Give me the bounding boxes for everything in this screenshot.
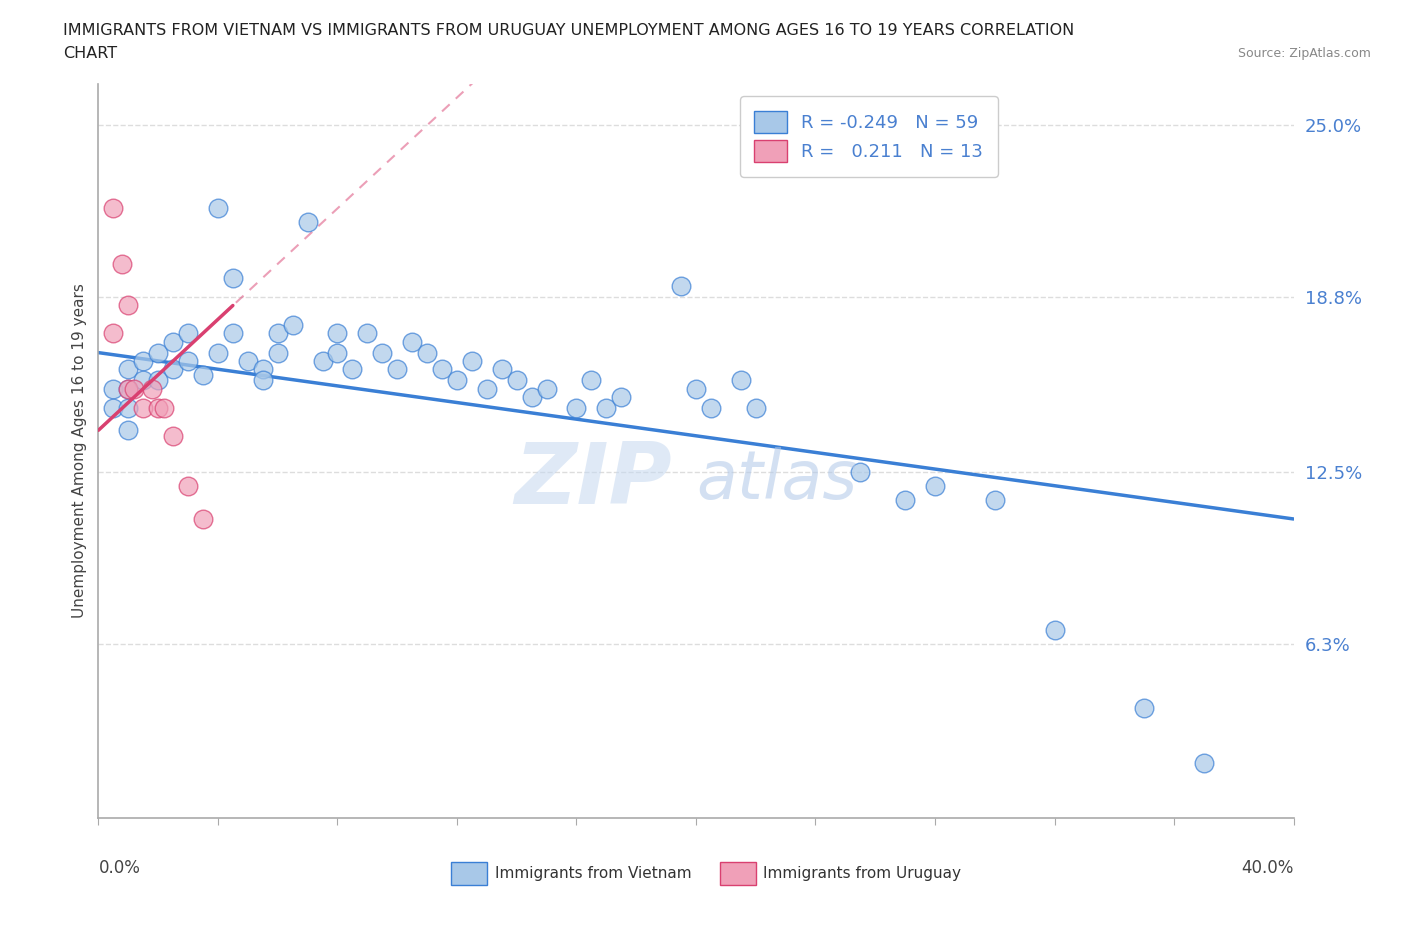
Text: Source: ZipAtlas.com: Source: ZipAtlas.com [1237,46,1371,60]
Point [222,271,245,286]
Point [326,345,349,360]
Point [177,353,200,368]
Point [103,401,125,416]
Point [385,362,409,377]
Point [148,373,170,388]
Point [117,298,139,312]
Point [924,478,946,493]
FancyBboxPatch shape [720,862,756,884]
Point [849,464,872,479]
Point [446,373,468,388]
Point [117,401,139,416]
Point [252,362,274,377]
Point [745,401,768,416]
Point [1192,755,1215,770]
Point [103,326,125,340]
Point [132,353,155,368]
Point [475,381,498,396]
Text: 0.0%: 0.0% [98,858,141,877]
Text: IMMIGRANTS FROM VIETNAM VS IMMIGRANTS FROM URUGUAY UNEMPLOYMENT AMONG AGES 16 TO: IMMIGRANTS FROM VIETNAM VS IMMIGRANTS FR… [63,23,1074,38]
Point [191,512,214,526]
Text: atlas: atlas [696,447,858,513]
Point [461,353,484,368]
FancyBboxPatch shape [451,862,486,884]
Point [236,353,259,368]
Point [207,201,229,216]
Point [595,401,617,416]
Point [326,326,349,340]
Point [222,326,245,340]
Point [124,381,146,396]
Point [491,362,513,377]
Point [103,381,125,396]
Point [430,362,453,377]
Point [416,345,439,360]
Point [153,401,176,416]
Point [356,326,378,340]
Point [1133,700,1156,715]
Point [162,334,184,349]
Point [162,362,184,377]
Text: ZIP: ZIP [515,439,672,522]
Point [565,401,588,416]
Point [267,345,290,360]
Point [103,201,125,216]
Point [191,367,214,382]
Point [148,401,170,416]
Point [117,381,139,396]
Point [401,334,423,349]
Point [700,401,723,416]
Text: 40.0%: 40.0% [1241,858,1294,877]
Point [162,429,184,444]
Point [267,326,290,340]
Point [685,381,707,396]
Text: Immigrants from Uruguay: Immigrants from Uruguay [763,866,960,881]
Point [132,401,155,416]
Point [506,373,529,388]
Text: Immigrants from Vietnam: Immigrants from Vietnam [495,866,692,881]
Point [252,373,274,388]
Point [297,215,319,230]
Point [610,390,633,405]
Point [581,373,603,388]
Point [117,362,139,377]
Y-axis label: Unemployment Among Ages 16 to 19 years: Unemployment Among Ages 16 to 19 years [72,284,87,618]
Point [371,345,394,360]
Text: CHART: CHART [63,46,117,61]
Point [111,257,134,272]
Point [177,478,200,493]
Point [311,353,333,368]
Point [281,317,304,332]
Point [669,279,692,294]
Point [1043,622,1066,637]
Legend: R = -0.249   N = 59, R =   0.211   N = 13: R = -0.249 N = 59, R = 0.211 N = 13 [740,97,998,177]
Point [148,345,170,360]
Point [132,373,155,388]
Point [141,381,163,396]
Point [984,492,1007,507]
Point [730,373,752,388]
Point [536,381,558,396]
Point [207,345,229,360]
Point [894,492,917,507]
Point [177,326,200,340]
Point [342,362,364,377]
Point [520,390,543,405]
Point [117,381,139,396]
Point [117,423,139,438]
